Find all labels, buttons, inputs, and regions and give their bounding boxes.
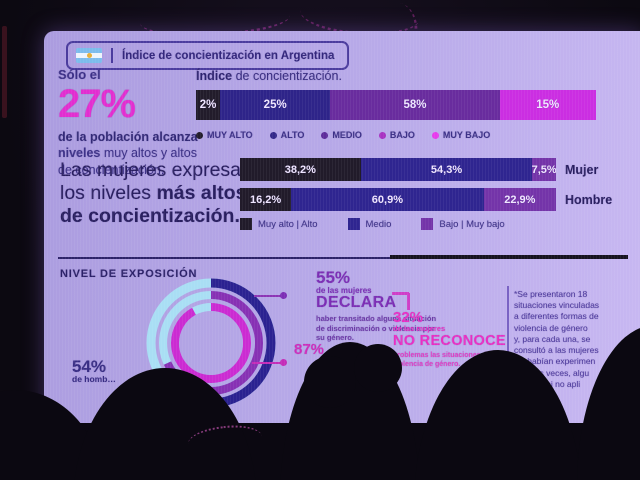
gender-legend-item: Medio xyxy=(347,218,392,230)
legend-square-icon xyxy=(240,218,252,230)
intro-prefix: Sólo el xyxy=(58,67,101,82)
callout-connector-line xyxy=(392,292,409,295)
reconoce-value: 32% xyxy=(393,309,424,326)
gender-legend: Muy alto | Alto Medio Bajo | Muy bajo xyxy=(240,218,640,230)
gender-bar-segment: 7,5% xyxy=(532,158,557,181)
reconoce-keyword: NO RECONOCE xyxy=(393,332,506,349)
callout-54: 54% de homb… xyxy=(72,358,116,385)
footnote-rule xyxy=(507,286,509,408)
gender-bars: 38,2% 54,3% 7,5% Mujer 16,2% 60,9% 22,9% Hombre xyxy=(240,158,640,211)
legend-label: Medio xyxy=(365,218,392,230)
index-bar-segment: 58% xyxy=(330,90,500,120)
footnote-line: y, para cada una, se xyxy=(514,333,591,344)
argentina-flag-icon xyxy=(76,48,102,63)
gender-stacked-bar: 16,2% 60,9% 22,9% xyxy=(240,188,556,211)
legend-dot-icon xyxy=(269,131,277,139)
footnote-line: a diferentes formas de xyxy=(514,311,599,322)
gender-legend-item: Bajo | Muy bajo xyxy=(421,218,505,230)
intro-stat-block: Sólo el 27% de la población alcanza nive… xyxy=(58,67,210,178)
section-divider-dark xyxy=(390,255,628,259)
reconoce-detail: problemas las situaciones de violencia d… xyxy=(393,351,491,368)
legend-label: MUY BAJO xyxy=(442,130,491,140)
gender-bar-segment: 38,2% xyxy=(240,158,361,181)
callout-54-sub: de homb… xyxy=(72,374,116,384)
index-legend-item: MEDIO xyxy=(321,130,362,140)
intro-line3: de concientización. xyxy=(58,162,165,177)
legend-square-icon xyxy=(347,218,360,230)
footnote-line: situaciones vinculadas xyxy=(514,300,600,311)
callout-no-reconoce: 32% de las mujeres NO RECONOCE problemas… xyxy=(393,310,521,369)
legend-label: Muy alto | Alto xyxy=(258,218,318,230)
footnote-line: las habían experimen xyxy=(514,356,596,367)
reconoce-sub: de las mujeres xyxy=(393,324,446,333)
callout-connector-line xyxy=(252,362,282,364)
intro-value-27: 27% xyxy=(58,82,136,126)
index-bar-segment: 25% xyxy=(220,90,331,120)
index-bar-segment: 2% xyxy=(196,90,220,120)
callout-connector-dot xyxy=(280,292,287,299)
gender-bar-segment: 16,2% xyxy=(240,188,292,211)
gender-bar-segment: 54,3% xyxy=(360,158,533,181)
index-legend-item: BAJO xyxy=(378,130,415,140)
footnote-line: consultó a las mujeres xyxy=(514,345,599,356)
gender-bars-block: 38,2% 54,3% 7,5% Mujer 16,2% 60,9% 22,9% Hombre… xyxy=(240,158,640,230)
red-light-sliver xyxy=(2,26,7,118)
silhouette-head-center xyxy=(304,356,356,408)
callout-connector-line xyxy=(254,295,282,297)
legend-label: BAJO xyxy=(389,130,415,140)
legend-label: MUY ALTO xyxy=(207,130,253,140)
section-divider xyxy=(58,257,390,259)
footnote-line: muchas veces, algu xyxy=(514,367,590,378)
index-chart-block: Índice de concientización. 2% 25% 58% 15% M… xyxy=(196,69,596,140)
legend-dot-icon xyxy=(196,131,203,139)
gender-legend-item: Muy alto | Alto xyxy=(240,218,318,230)
legend-label: ALTO xyxy=(280,130,305,140)
gender-bar-label: Hombre xyxy=(565,192,613,207)
callout-connector-dot xyxy=(280,359,287,366)
slide-title-pill: Índice de concientización en Argentina xyxy=(66,41,350,70)
pill-divider xyxy=(111,48,113,63)
index-bar-segment: 15% xyxy=(499,90,596,120)
callout-87: 87% xyxy=(294,341,325,358)
index-chart-heading: Índice de concientización. xyxy=(196,69,342,83)
gender-bar-label: Mujer xyxy=(565,162,599,177)
gender-bar-row: 38,2% 54,3% 7,5% Mujer xyxy=(240,158,640,181)
index-chart-legend: MUY ALTO ALTO MEDIO BAJO MUY BAJO xyxy=(196,130,596,140)
silhouette-head-center xyxy=(354,344,402,392)
gender-bar-segment: 60,9% xyxy=(291,188,484,211)
callout-54-value: 54% xyxy=(72,357,107,376)
gender-stacked-bar: 38,2% 54,3% 7,5% xyxy=(240,158,557,181)
footnote-line: violencia de género xyxy=(514,322,588,333)
callout-connector-line xyxy=(407,293,410,310)
presentation-screen: Índice de concientización en Argentina S… xyxy=(44,31,640,423)
gender-statement: Las mujeres expresan los niveles más alt… xyxy=(60,159,252,227)
declara-sub: de las mujeres xyxy=(316,286,372,295)
legend-label: MEDIO xyxy=(332,130,362,140)
footnote-line: *Se presentaron 18 xyxy=(514,289,588,299)
declara-value: 55% xyxy=(316,268,351,287)
intro-line2: niveles muy altos y altos xyxy=(58,146,197,161)
legend-square-icon xyxy=(421,218,434,230)
index-stacked-bar: 2% 25% 58% 15% xyxy=(196,90,596,120)
legend-label: Bajo | Muy bajo xyxy=(439,218,505,230)
index-legend-item: MUY ALTO xyxy=(196,130,253,140)
index-legend-item: ALTO xyxy=(269,130,305,140)
gender-bar-segment: 22,9% xyxy=(483,188,556,211)
index-legend-item: MUY BAJO xyxy=(431,130,491,140)
intro-line1: de la población alcanza xyxy=(58,130,198,144)
exposure-heading: NIVEL DE EXPOSICIÓN xyxy=(60,268,198,280)
callout-declara: 55% de las mujeres DECLARA haber transit… xyxy=(316,269,438,343)
legend-dot-icon xyxy=(431,131,439,139)
legend-dot-icon xyxy=(321,131,329,139)
declara-detail: haber transitado alguna situación de dis… xyxy=(316,313,437,343)
legend-dot-icon xyxy=(378,131,386,139)
declara-keyword: DECLARA xyxy=(316,294,397,312)
gender-bar-row: 16,2% 60,9% 22,9% Hombre xyxy=(240,188,640,211)
donut-ring xyxy=(171,303,251,383)
slide-title: Índice de concientización en Argentina xyxy=(122,49,335,62)
